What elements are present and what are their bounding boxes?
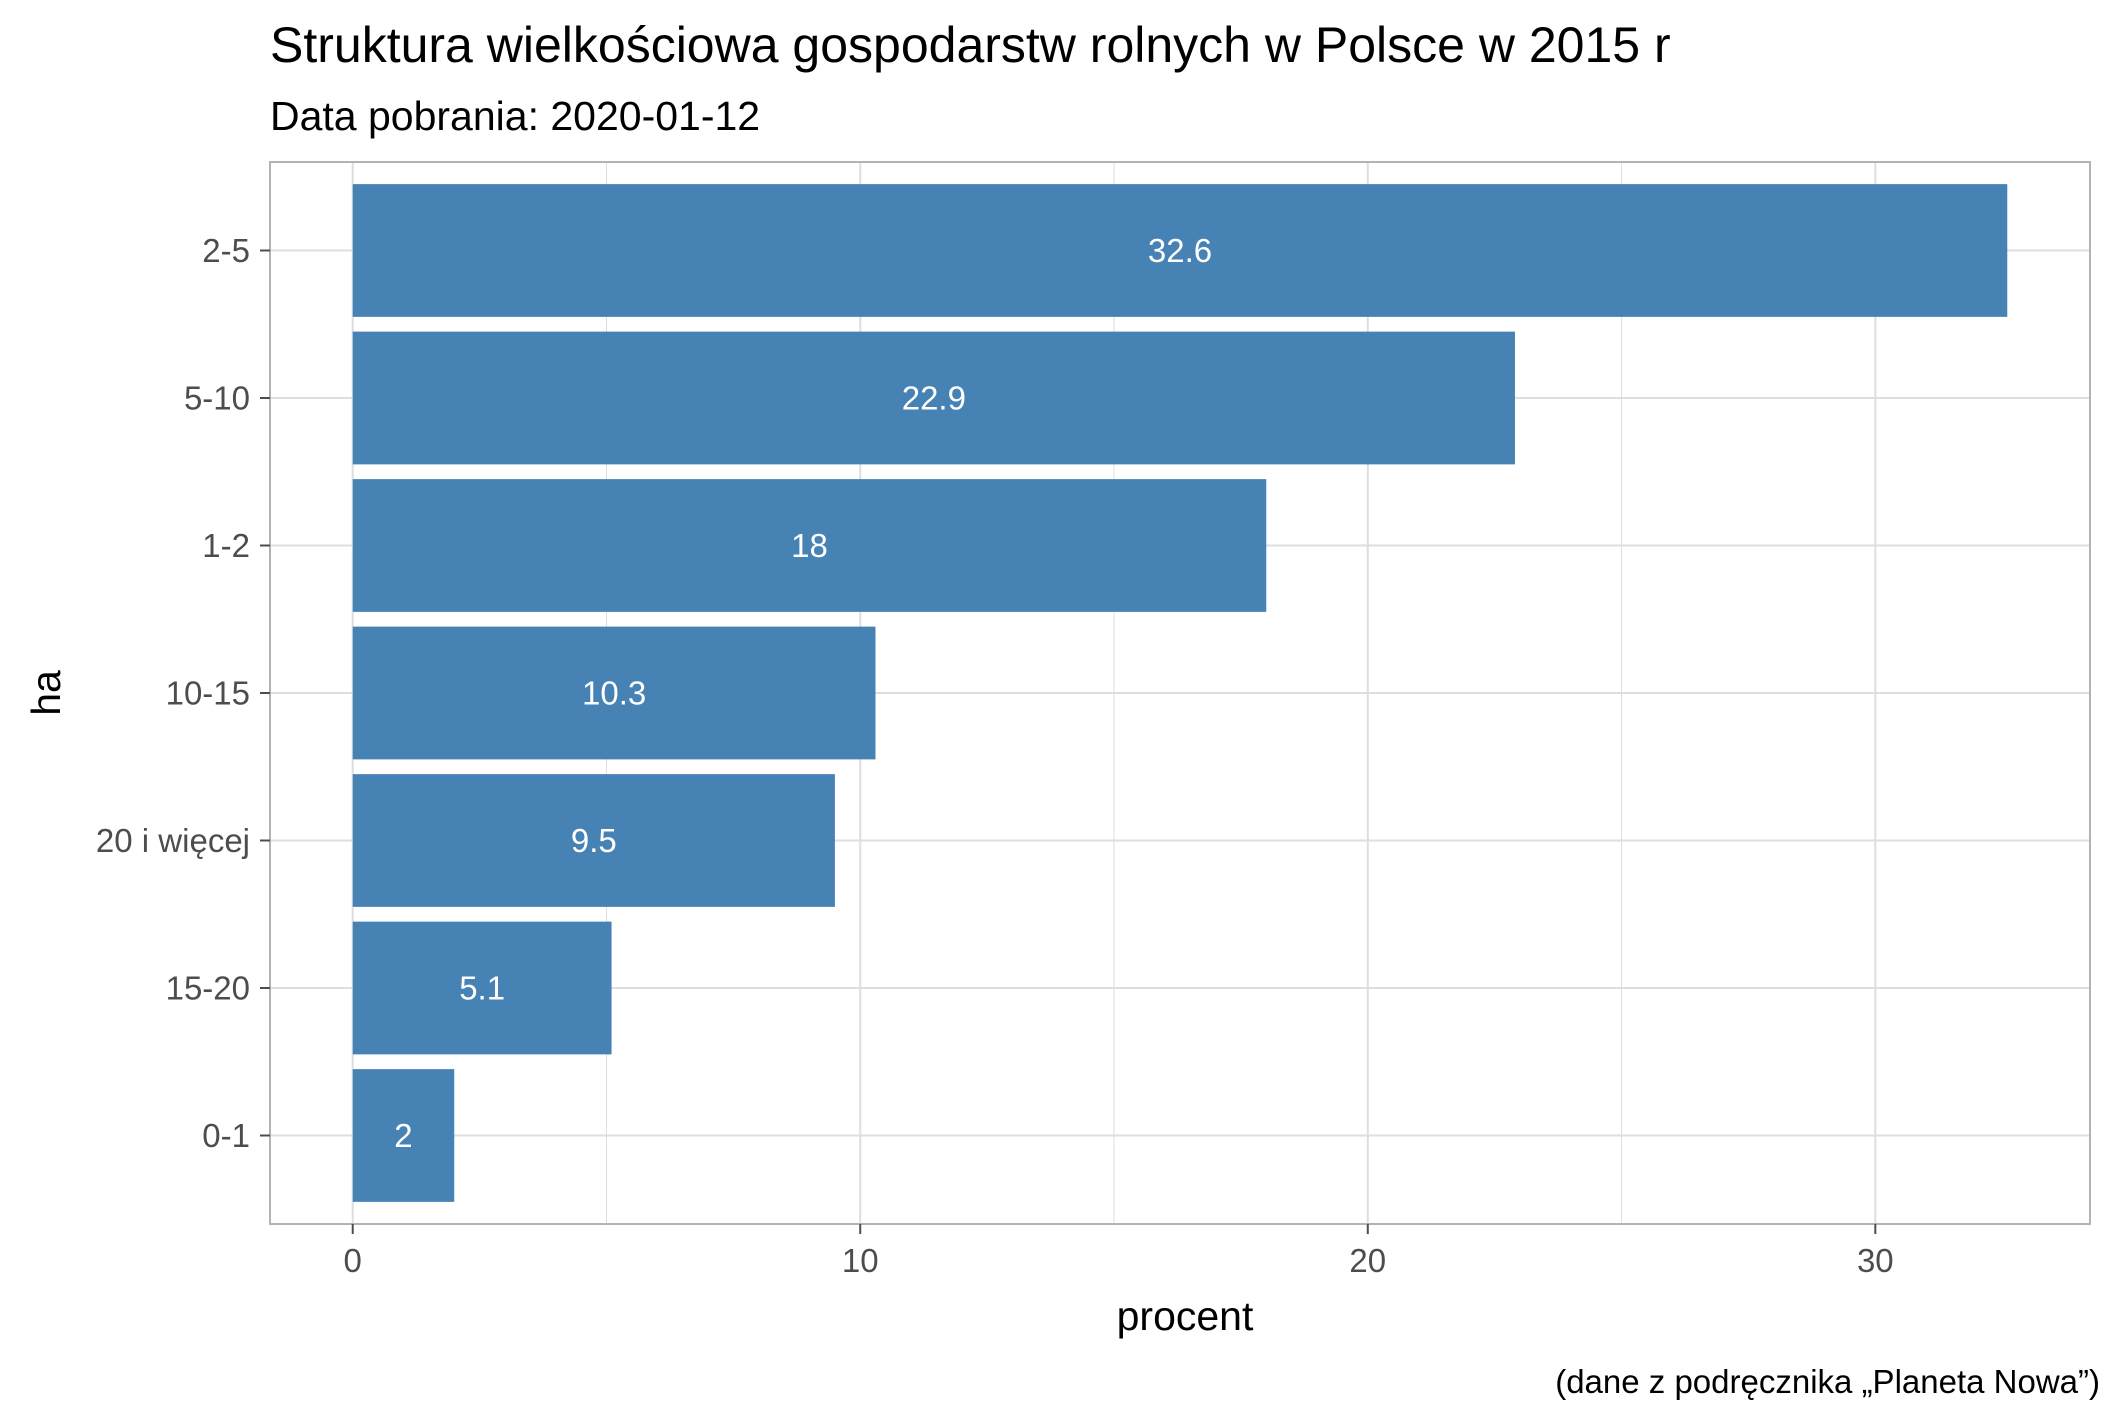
chart-caption: (dane z podręcznika „Planeta Nowa”)	[1555, 1363, 2100, 1400]
bar-10-15	[352, 626, 876, 760]
y-tick-label: 0-1	[202, 1117, 250, 1154]
y-tick-label: 10-15	[166, 675, 250, 712]
bar-20 i więcej	[352, 774, 835, 907]
x-tick-label: 20	[1349, 1242, 1386, 1279]
bar-5-10	[352, 331, 1515, 465]
bar-2-5	[352, 184, 2008, 317]
bar-1-2	[352, 479, 1267, 612]
x-tick-label: 10	[842, 1242, 879, 1279]
y-tick-label: 2-5	[202, 232, 250, 269]
bar-data-label: 5.1	[459, 970, 505, 1007]
x-tick-label: 30	[1857, 1242, 1894, 1279]
bar-data-label: 10.3	[582, 675, 646, 712]
y-tick-label: 15-20	[166, 970, 250, 1007]
x-tick-label: 0	[344, 1242, 362, 1279]
bar-data-label: 9.5	[571, 822, 617, 859]
chart-subtitle: Data pobrania: 2020-01-12	[270, 93, 760, 139]
x-axis-title: procent	[1117, 1293, 1254, 1339]
y-axis-ticks: 2-5 5-10 1-2 10-15 20 i więcej 15-20 0-1	[96, 232, 270, 1154]
bar-data-label: 22.9	[902, 380, 966, 417]
bar-15-20	[352, 921, 612, 1055]
y-tick-label: 5-10	[184, 380, 250, 417]
bar-labels: 32.6 22.9 18 10.3 9.5 5.1 2	[394, 232, 1212, 1154]
y-axis-title: ha	[23, 670, 69, 716]
y-tick-label: 1-2	[202, 527, 250, 564]
bar-data-label: 2	[394, 1117, 412, 1154]
bar-data-label: 32.6	[1148, 232, 1212, 269]
chart-title: Struktura wielkościowa gospodarstw rolny…	[270, 17, 1671, 73]
x-axis-ticks: 0 10 20 30	[344, 1224, 1894, 1279]
bars	[352, 184, 2008, 1202]
y-tick-label: 20 i więcej	[96, 822, 250, 859]
bar-data-label: 18	[791, 527, 828, 564]
bar-0-1	[352, 1069, 455, 1202]
